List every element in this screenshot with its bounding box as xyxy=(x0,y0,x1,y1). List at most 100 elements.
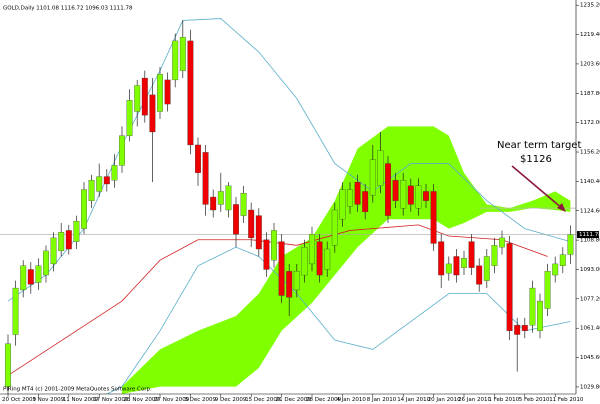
candle-body xyxy=(377,150,384,186)
x-tick-label: 20 Jan 2010 xyxy=(428,397,461,403)
candle-body xyxy=(43,250,49,276)
y-tick-label: 1029.80 xyxy=(580,384,600,390)
y-tick-label: 1140.40 xyxy=(580,179,600,185)
y-tick-label: 1045.60 xyxy=(580,355,600,361)
candle-body xyxy=(278,241,285,296)
candle-body xyxy=(537,300,543,331)
candle-body xyxy=(179,37,186,71)
candle-body xyxy=(134,85,141,112)
x-tick-label: 17 Nov 2009 xyxy=(93,397,129,403)
candle-body xyxy=(81,189,87,229)
y-tick-label: 1156.20 xyxy=(580,150,600,156)
candle-body xyxy=(453,256,460,276)
plot-area xyxy=(0,18,576,394)
x-tick-label: 8 Jan 2010 xyxy=(367,397,397,403)
candle-body xyxy=(149,94,156,133)
y-tick-label: 1061.40 xyxy=(580,326,600,332)
candle-body xyxy=(119,135,125,166)
candle-body xyxy=(164,79,171,105)
candle-body xyxy=(506,243,513,331)
candle-body xyxy=(301,247,308,276)
candle-body xyxy=(392,180,399,201)
candle-body xyxy=(126,100,133,136)
candle-body xyxy=(5,343,11,387)
annotation: Near term target xyxy=(497,140,581,151)
x-tick-label: 28 Dec 2009 xyxy=(306,397,342,403)
candle-body xyxy=(362,191,369,213)
candle-body xyxy=(210,196,217,211)
candle-body xyxy=(202,152,209,205)
candle-body xyxy=(141,77,148,116)
footer: PlRing MT4 (c) 2001-2009 MetaQuotes Soft… xyxy=(3,387,152,393)
candle-body xyxy=(111,165,118,181)
y-tick-label: 1187.80 xyxy=(580,91,600,97)
candle-body xyxy=(567,234,574,255)
candle-body xyxy=(407,185,414,205)
candle-body xyxy=(499,237,505,248)
candle-body xyxy=(385,163,391,216)
candle-body xyxy=(339,189,346,220)
candle-body xyxy=(255,215,262,250)
candle-body xyxy=(347,189,353,207)
candle-body xyxy=(12,287,19,335)
y-tick-label: 1203.60 xyxy=(580,61,600,67)
ichimoku-cloud xyxy=(122,126,571,394)
candle-body xyxy=(552,263,559,276)
candle-body xyxy=(58,232,65,252)
candle-body xyxy=(172,40,179,81)
candle-body xyxy=(423,191,429,201)
candle-body xyxy=(50,237,57,265)
candle-body xyxy=(286,271,293,298)
x-tick-label: 15 Dec 2009 xyxy=(245,397,281,403)
y-tick-label: 1172.00 xyxy=(580,120,600,126)
indicator-line xyxy=(7,18,571,302)
x-tick-label: 1 Feb 2010 xyxy=(488,397,519,403)
indicator-line xyxy=(105,246,571,394)
candle-body xyxy=(400,180,407,209)
x-tick-label: 20 Oct 2009 xyxy=(2,397,37,403)
chart-title: GOLD,Daily 1101.08 1116.72 1096.03 1111.… xyxy=(3,6,133,12)
y-tick-label: 1124.60 xyxy=(580,208,600,214)
x-tick-label: 11 Feb 2010 xyxy=(549,397,584,403)
candle-body xyxy=(73,221,80,242)
candle-body xyxy=(544,271,551,309)
y-tick-label: 1093.00 xyxy=(580,267,600,273)
candle-body xyxy=(271,230,277,261)
candle-body xyxy=(20,265,27,291)
candle-body xyxy=(324,248,331,270)
candle-body xyxy=(369,159,376,196)
candle-body xyxy=(331,209,338,246)
last-price-label: 1111.78 xyxy=(579,232,600,238)
x-tick-label: 3 Nov 2009 xyxy=(32,397,64,403)
candle-body xyxy=(415,185,422,209)
last-price-box xyxy=(577,231,599,239)
x-tick-label: 4 Jan 2010 xyxy=(336,397,366,403)
candle-body xyxy=(195,144,201,173)
candle-body xyxy=(559,254,566,266)
x-tick-label: 23 Nov 2009 xyxy=(124,397,160,403)
candle-body xyxy=(491,245,498,266)
candle-body xyxy=(445,263,452,274)
candle-body xyxy=(476,265,483,285)
candle-body xyxy=(438,241,445,276)
candle-body xyxy=(483,256,490,281)
y-tick-label: 1077.20 xyxy=(580,296,600,302)
candle-body xyxy=(103,176,110,185)
x-tick-label: 5 Feb 2010 xyxy=(519,397,550,403)
candle-body xyxy=(96,176,103,192)
candle-body xyxy=(88,180,95,201)
candle-body xyxy=(293,271,300,291)
candle-body xyxy=(248,209,255,239)
candle-body xyxy=(468,241,475,268)
indicator-line xyxy=(7,224,548,376)
x-tick-label: 11 Nov 2009 xyxy=(63,397,99,403)
y-tick-label: 1219.40 xyxy=(580,32,600,38)
candle-body xyxy=(187,40,194,146)
candle-body xyxy=(514,325,521,335)
x-tick-label: 3 Dec 2009 xyxy=(184,397,216,403)
candle-body xyxy=(461,258,467,268)
candle-body xyxy=(430,191,437,244)
candle-body xyxy=(65,230,72,250)
